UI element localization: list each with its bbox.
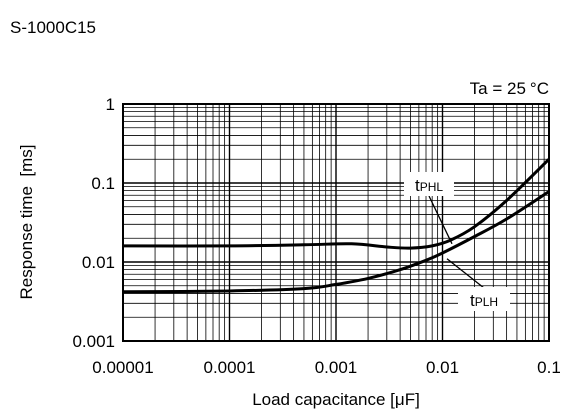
y-tick-label: 0.1: [91, 174, 115, 193]
y-axis-label: Response time [ms]: [17, 145, 36, 300]
y-tick-label: 1: [106, 95, 115, 114]
series-labels: tPHL tPLH: [404, 172, 510, 311]
series-label-background: [458, 287, 510, 311]
x-tick-label: 0.00001: [92, 358, 153, 377]
series-label-phl: tPHL: [415, 176, 443, 195]
leader-line: [446, 258, 485, 289]
x-axis-label: Load capacitance [μF]: [252, 390, 420, 409]
part-number-label: S-1000C15: [10, 18, 97, 37]
x-tick-label: 0.1: [537, 358, 561, 377]
x-tick-label: 0.01: [426, 358, 459, 377]
series-leaders: [428, 195, 485, 289]
leader-line: [428, 195, 453, 245]
y-tick-labels: 0.001 0.01 0.1 1: [72, 95, 115, 351]
condition-label: Ta = 25 °C: [470, 79, 549, 98]
series-line-plh: [122, 190, 550, 294]
x-tick-label: 0.0001: [204, 358, 256, 377]
y-tick-label: 0.01: [82, 253, 115, 272]
series-line-phl: [122, 158, 551, 250]
series-label-plh: tPLH: [470, 291, 498, 310]
x-tick-labels: 0.00001 0.0001 0.001 0.01 0.1: [92, 358, 561, 377]
y-tick-label: 0.001: [72, 332, 115, 351]
plot-frame: [122, 103, 550, 342]
x-tick-label: 0.001: [315, 358, 358, 377]
series-group: [122, 158, 551, 294]
series-label-background: [404, 172, 454, 196]
